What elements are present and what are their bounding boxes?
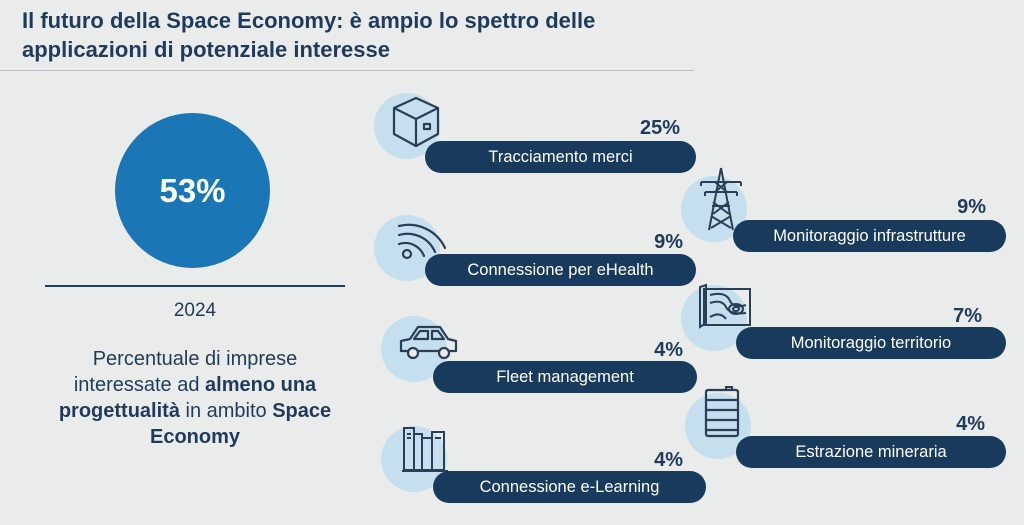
pct-label-4: 4% <box>654 339 683 361</box>
desc-part-4: Space Economy <box>149 400 332 448</box>
pill-0: Tracciamento merci <box>425 141 696 173</box>
pylon-icon <box>700 167 742 231</box>
desc-part-2: almeno una progettualità <box>58 374 317 422</box>
page-title: Il futuro della Space Economy: è ampio l… <box>22 8 596 62</box>
summary-value: 53% <box>159 171 226 209</box>
pill-5: Estrazione mineraria <box>736 436 1006 468</box>
summary-divider <box>45 285 345 287</box>
pct-label-5: 4% <box>956 413 985 435</box>
pct-label-1: 9% <box>957 196 986 218</box>
summary-description: Percentuale di imprese interessate ad al… <box>45 346 345 450</box>
pct-label-0: 25% <box>639 117 680 139</box>
summary-circle: 53% <box>115 113 270 268</box>
box-icon <box>392 96 440 148</box>
title-divider <box>0 70 694 71</box>
summary-year: 2024 <box>173 300 217 321</box>
map-icon <box>699 283 751 329</box>
desc-part-1: Percentuale di imprese interessate ad <box>73 348 298 396</box>
wifi-signal-icon <box>397 223 447 260</box>
barrel-icon <box>704 386 740 438</box>
car-icon <box>399 325 458 360</box>
pct-label-2: 9% <box>654 231 683 253</box>
desc-part-3: in ambito <box>179 400 273 422</box>
pct-label-6: 4% <box>654 449 683 471</box>
pill-4: Fleet management <box>433 361 697 393</box>
pill-6: Connessione e-Learning <box>433 471 706 503</box>
pct-label-3: 7% <box>953 305 982 327</box>
pill-1: Monitoraggio infrastrutture <box>733 220 1006 252</box>
pill-3: Monitoraggio territorio <box>736 327 1006 359</box>
pill-2: Connessione per eHealth <box>425 254 696 286</box>
books-icon <box>402 427 448 472</box>
